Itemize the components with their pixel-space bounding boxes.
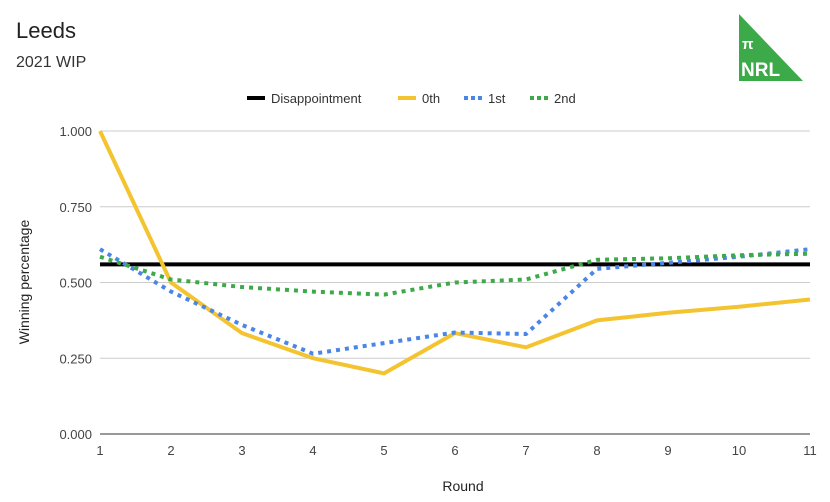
x-tick-label: 11 bbox=[803, 443, 817, 458]
legend-item[interactable]: Disappointment bbox=[247, 91, 362, 106]
logo-symbol: π bbox=[742, 36, 754, 53]
series-line-0th bbox=[98, 130, 811, 376]
series-line-1st bbox=[98, 247, 811, 356]
y-axis-label: Winning percentage bbox=[16, 220, 32, 345]
legend-item[interactable]: 0th bbox=[398, 91, 440, 106]
logo-triangle bbox=[739, 14, 803, 81]
logo-text: NRL bbox=[741, 60, 780, 81]
x-tick-label: 9 bbox=[664, 443, 671, 458]
series-line-2nd bbox=[99, 251, 811, 297]
y-tick-label: 0.500 bbox=[59, 276, 92, 291]
x-tick-label: 6 bbox=[451, 443, 458, 458]
nrl-logo: π NRL bbox=[739, 14, 803, 81]
x-tick-label: 3 bbox=[238, 443, 245, 458]
x-tick-label: 5 bbox=[380, 443, 387, 458]
chart-title: Leeds bbox=[16, 18, 76, 43]
legend-label: 1st bbox=[488, 91, 506, 106]
x-tick-label: 7 bbox=[522, 443, 529, 458]
legend-label: 0th bbox=[422, 91, 440, 106]
legend-label: Disappointment bbox=[271, 91, 362, 106]
y-tick-label: 0.000 bbox=[59, 427, 92, 442]
y-tick-label: 1.000 bbox=[59, 124, 92, 139]
x-tick-label: 4 bbox=[309, 443, 316, 458]
chart-subtitle: 2021 WIP bbox=[16, 54, 87, 71]
y-tick-label: 0.250 bbox=[59, 351, 92, 366]
x-tick-label: 8 bbox=[593, 443, 600, 458]
y-tick-label: 0.750 bbox=[59, 200, 92, 215]
legend-item[interactable]: 2nd bbox=[530, 91, 576, 106]
legend-item[interactable]: 1st bbox=[464, 91, 506, 106]
x-tick-label: 2 bbox=[167, 443, 174, 458]
legend-label: 2nd bbox=[554, 91, 576, 106]
x-tick-label: 10 bbox=[732, 443, 746, 458]
x-tick-label: 1 bbox=[96, 443, 103, 458]
x-axis-label: Round bbox=[442, 478, 483, 494]
